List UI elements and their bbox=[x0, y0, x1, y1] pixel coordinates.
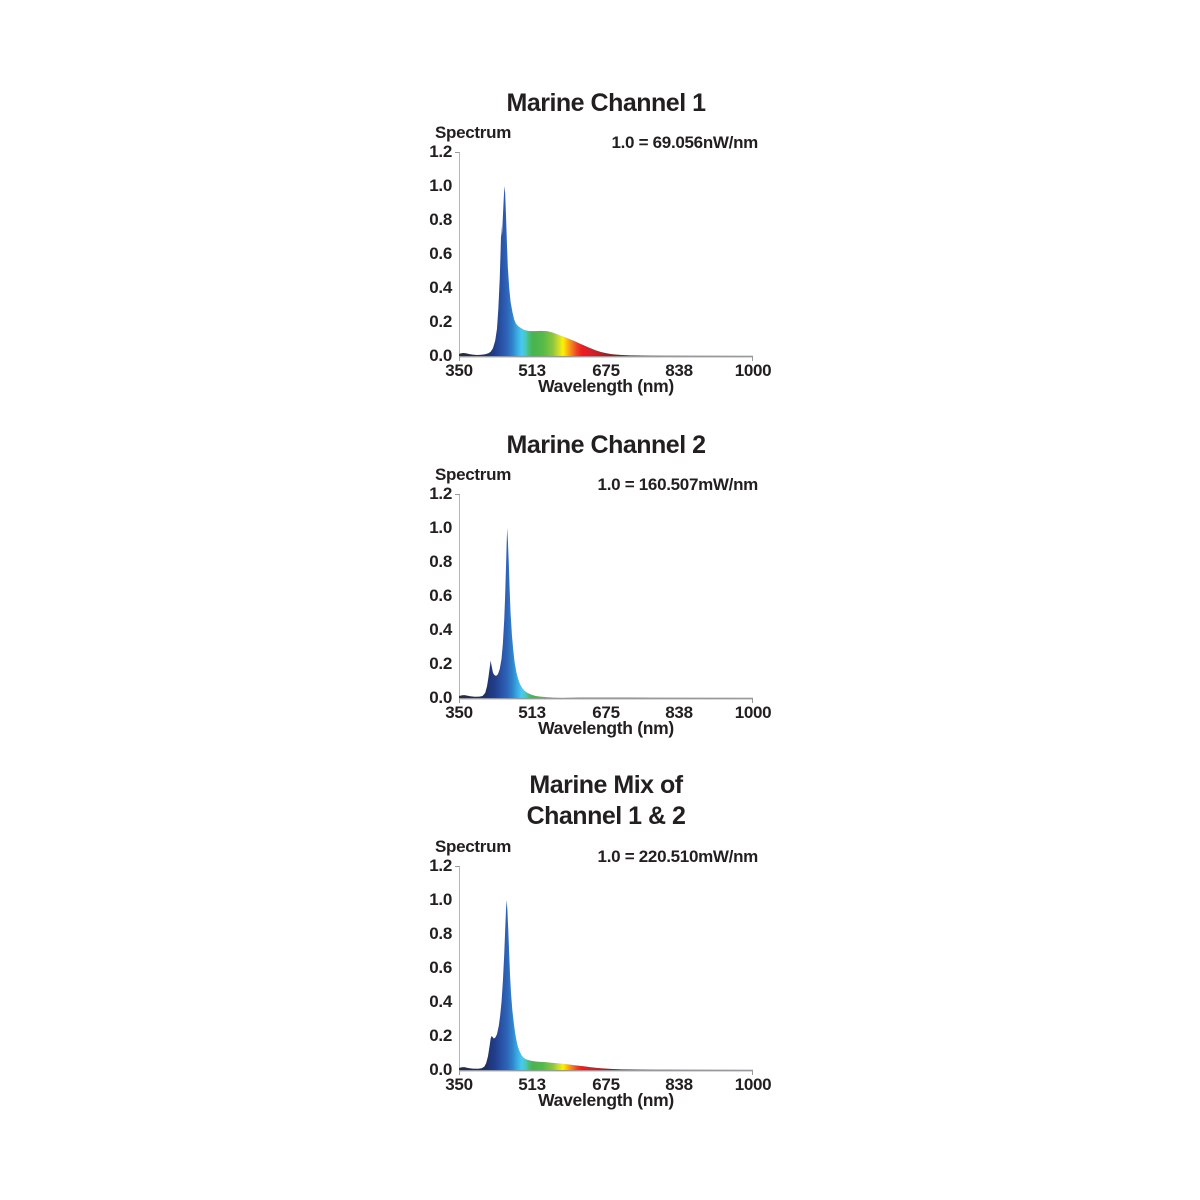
x-tick: 1000 bbox=[734, 703, 772, 722]
y-tick: 0.4 bbox=[429, 992, 452, 1011]
x-tick: 350 bbox=[445, 361, 473, 380]
y-axis-title: Spectrum bbox=[435, 123, 512, 142]
x-tick: 1000 bbox=[734, 1075, 772, 1094]
x-tick-labels: 350 513 675 838 1000 bbox=[445, 361, 771, 381]
x-axis-title: Wavelength (nm) bbox=[538, 1090, 674, 1110]
y-tick: 0.2 bbox=[429, 1026, 452, 1045]
y-tick: 0.2 bbox=[429, 312, 452, 331]
x-tick: 838 bbox=[665, 703, 693, 722]
y-tick: 0.8 bbox=[429, 552, 452, 571]
x-tick: 513 bbox=[518, 361, 546, 380]
y-tick: 0.6 bbox=[429, 958, 452, 977]
x-tick: 675 bbox=[592, 361, 620, 380]
chart-title: Marine Mix of Channel 1 & 2 bbox=[406, 770, 806, 832]
x-tick: 838 bbox=[665, 1075, 693, 1094]
y-axis-title: Spectrum bbox=[435, 837, 512, 856]
y-tick: 0.6 bbox=[429, 244, 452, 263]
y-tick: 1.2 bbox=[429, 484, 452, 503]
x-tick: 350 bbox=[445, 1075, 473, 1094]
x-tick-labels: 350 513 675 838 1000 bbox=[445, 1075, 771, 1095]
chart-title-line-1: Marine Channel 1 bbox=[506, 89, 707, 117]
x-tick: 513 bbox=[518, 703, 546, 722]
y-tick: 1.2 bbox=[429, 856, 452, 875]
y-tick-labels: 1.2 1.0 0.8 0.6 0.4 0.2 0.0 bbox=[399, 142, 452, 365]
y-tick-labels: 1.2 1.0 0.8 0.6 0.4 0.2 0.0 bbox=[399, 856, 452, 1079]
x-tick: 350 bbox=[445, 703, 473, 722]
spectrum-curve bbox=[459, 528, 753, 698]
x-tick: 1000 bbox=[734, 361, 772, 380]
y-tick: 0.8 bbox=[429, 924, 452, 943]
y-tick-labels: 1.2 1.0 0.8 0.6 0.4 0.2 0.0 bbox=[399, 484, 452, 707]
chart-title: Marine Channel 1 bbox=[406, 88, 806, 119]
chart-title-line-1: Marine Mix of bbox=[529, 771, 683, 799]
y-axis-title: Spectrum bbox=[435, 465, 512, 484]
y-tick: 0.4 bbox=[429, 278, 452, 297]
scale-annotation: 1.0 = 220.510mW/nm bbox=[597, 847, 759, 866]
y-tick: 0.4 bbox=[429, 620, 452, 639]
y-tick: 1.0 bbox=[429, 176, 452, 195]
y-tick: 1.2 bbox=[429, 142, 452, 161]
y-tick: 0.0 bbox=[429, 346, 452, 365]
x-tick: 675 bbox=[592, 703, 620, 722]
chart-title-line-1: Marine Channel 2 bbox=[506, 431, 707, 459]
x-axis-title: Wavelength (nm) bbox=[538, 718, 674, 738]
spectrum-plot bbox=[455, 494, 753, 703]
chart-title-line-2: Channel 1 & 2 bbox=[526, 802, 686, 830]
y-tick: 0.8 bbox=[429, 210, 452, 229]
y-tick: 0.6 bbox=[429, 586, 452, 605]
spectrum-plot bbox=[455, 866, 753, 1075]
scale-annotation: 1.0 = 69.056nW/nm bbox=[611, 133, 758, 152]
y-tick: 0.0 bbox=[429, 688, 452, 707]
y-tick: 1.0 bbox=[429, 890, 452, 909]
y-tick: 0.2 bbox=[429, 654, 452, 673]
y-tick: 0.0 bbox=[429, 1060, 452, 1079]
x-tick: 513 bbox=[518, 1075, 546, 1094]
x-tick: 675 bbox=[592, 1075, 620, 1094]
scale-annotation: 1.0 = 160.507mW/nm bbox=[597, 475, 759, 494]
y-tick: 1.0 bbox=[429, 518, 452, 537]
x-tick-labels: 350 513 675 838 1000 bbox=[445, 703, 771, 723]
chart-title: Marine Channel 2 bbox=[406, 430, 806, 461]
x-axis-title: Wavelength (nm) bbox=[538, 376, 674, 396]
spectrum-curve bbox=[459, 900, 753, 1070]
x-tick: 838 bbox=[665, 361, 693, 380]
spectrum-plot bbox=[455, 152, 753, 361]
